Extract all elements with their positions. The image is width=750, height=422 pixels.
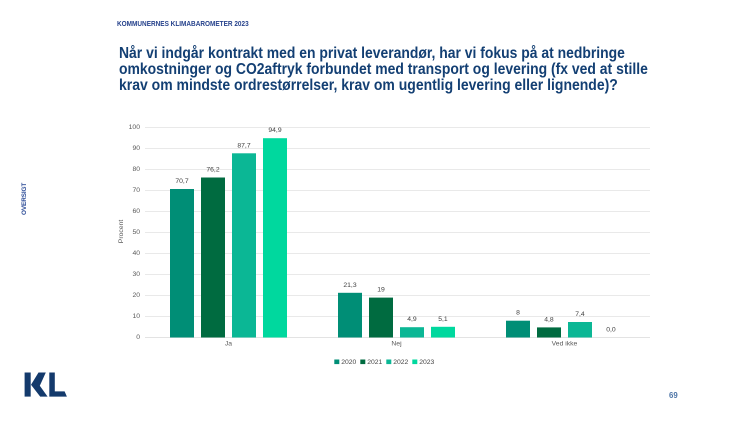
svg-text:100: 100 (129, 124, 141, 131)
svg-text:0,0: 0,0 (606, 327, 616, 334)
svg-text:87,7: 87,7 (237, 142, 250, 149)
svg-text:0: 0 (136, 334, 140, 341)
svg-text:50: 50 (132, 229, 140, 236)
svg-text:70: 70 (132, 187, 140, 194)
svg-text:Nej: Nej (391, 340, 402, 347)
svg-text:76,2: 76,2 (206, 167, 219, 174)
svg-text:4,8: 4,8 (544, 316, 554, 323)
svg-text:Ja: Ja (225, 340, 232, 347)
svg-text:5,1: 5,1 (438, 316, 448, 323)
svg-text:10: 10 (132, 313, 140, 320)
svg-text:80: 80 (132, 166, 140, 173)
svg-text:30: 30 (132, 271, 140, 278)
svg-text:19: 19 (377, 287, 385, 294)
svg-text:2023: 2023 (419, 359, 434, 366)
svg-text:2021: 2021 (367, 359, 382, 366)
svg-text:2020: 2020 (341, 359, 356, 366)
svg-text:Ved ikke: Ved ikke (552, 340, 578, 347)
svg-text:4,9: 4,9 (407, 316, 417, 323)
svg-text:Procent: Procent (118, 220, 125, 244)
svg-text:60: 60 (132, 208, 140, 215)
svg-text:20: 20 (132, 292, 140, 299)
svg-text:21,3: 21,3 (343, 282, 356, 289)
svg-text:94,9: 94,9 (268, 127, 281, 134)
svg-text:70,7: 70,7 (175, 178, 188, 185)
svg-text:2022: 2022 (393, 359, 408, 366)
svg-text:7,4: 7,4 (575, 311, 585, 318)
svg-text:40: 40 (132, 250, 140, 257)
svg-text:90: 90 (132, 145, 140, 152)
svg-text:8: 8 (516, 310, 520, 317)
